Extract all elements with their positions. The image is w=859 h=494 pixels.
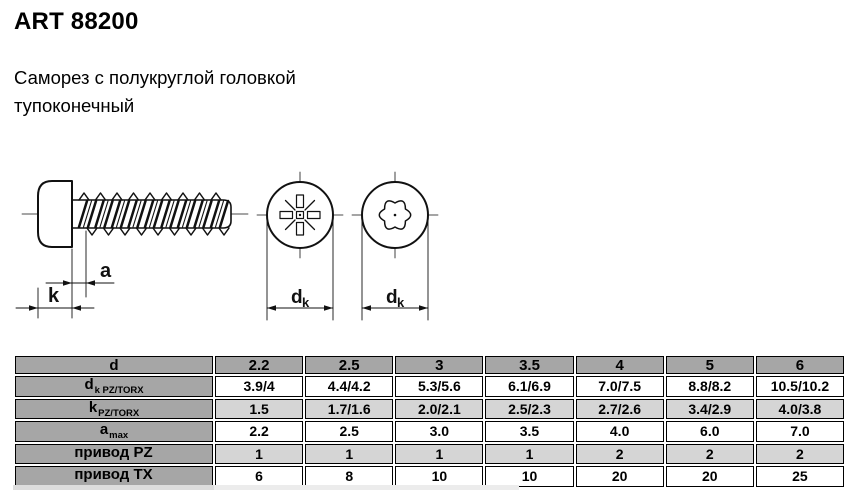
table-cell: 1 [485, 443, 574, 464]
table-cell: 10 [395, 466, 484, 487]
row-label: dk PZ/TORX [15, 376, 213, 397]
dimension-a [45, 230, 115, 319]
table-cell: 2.2 [215, 421, 304, 442]
table-row-amax: amax 2.2 2.5 3.0 3.5 4.0 6.0 7.0 [15, 421, 844, 442]
table-cell: 8.8/8.2 [665, 376, 754, 397]
table-cell: 1 [395, 443, 484, 464]
header-label-d: d [15, 356, 213, 374]
product-description-line2: тупоконечный [14, 95, 135, 116]
table-cell: 6.1/6.9 [485, 376, 574, 397]
pz-recess-icon [279, 194, 321, 236]
table-cell: 10.5/10.2 [755, 376, 844, 397]
header-cell: 4 [575, 356, 664, 374]
header-cell: 6 [755, 356, 844, 374]
dim-label-dk-sub: k [302, 295, 310, 310]
header-cell: 2.2 [215, 356, 304, 374]
table-cell: 2 [755, 443, 844, 464]
dim-label-dk-sub: k [397, 295, 405, 310]
table-cell: 2.7/2.6 [575, 398, 664, 419]
table-cell: 8 [305, 466, 394, 487]
header-cell: 2.5 [305, 356, 394, 374]
dim-label-k: k [48, 285, 60, 307]
table-cell: 2.5/2.3 [485, 398, 574, 419]
table-cell: 6 [215, 466, 304, 487]
row-label: привод PZ [15, 443, 213, 464]
screw-head-pz-view: d k [256, 171, 344, 321]
table-cell: 1 [215, 443, 304, 464]
spec-table: d 2.2 2.5 3 3.5 4 5 6 dk PZ/TORX 3.9/4 4… [13, 354, 846, 489]
table-cell: 20 [665, 466, 754, 487]
table-cell: 20 [575, 466, 664, 487]
table-cell: 25 [755, 466, 844, 487]
table-cell: 1 [305, 443, 394, 464]
table-cell: 4.0 [575, 421, 664, 442]
table-cell: 5.3/5.6 [395, 376, 484, 397]
row-label: kPZ/TORX [15, 398, 213, 419]
row-label: amax [15, 421, 213, 442]
table-cell: 7.0/7.5 [575, 376, 664, 397]
table-row-dk: dk PZ/TORX 3.9/4 4.4/4.2 5.3/5.6 6.1/6.9… [15, 376, 844, 397]
product-description-line1: Саморез с полукруглой головкой [14, 67, 296, 88]
header-cell: 5 [665, 356, 754, 374]
cutoff-row-label-cell [13, 485, 214, 490]
table-cell: 1.5 [215, 398, 304, 419]
dimension-dk-pz [266, 217, 334, 321]
torx-recess-icon [378, 200, 412, 230]
table-cell: 2 [575, 443, 664, 464]
dimension-dk-tx [361, 217, 429, 321]
row-label: привод TX [15, 466, 213, 487]
table-cell: 2.5 [305, 421, 394, 442]
table-cell: 4.0/3.8 [755, 398, 844, 419]
table-cell: 3.0 [395, 421, 484, 442]
table-row-k: kPZ/TORX 1.5 1.7/1.6 2.0/2.1 2.5/2.3 2.7… [15, 398, 844, 419]
table-row-drive-tx: привод TX 6 8 10 10 20 20 25 [15, 466, 844, 487]
table-row-drive-pz: привод PZ 1 1 1 1 2 2 2 [15, 443, 844, 464]
page-title: ART 88200 [14, 8, 139, 35]
product-description: Саморез с полукруглой головкой тупоконеч… [14, 64, 296, 120]
table-cell: 2 [665, 443, 754, 464]
header-cell: 3.5 [485, 356, 574, 374]
table-cell: 6.0 [665, 421, 754, 442]
screw-head-profile [37, 180, 73, 248]
table-cell: 2.0/2.1 [395, 398, 484, 419]
dim-label-dk-main: d [386, 287, 398, 308]
table-cell: 3.5 [485, 421, 574, 442]
table-cell: 3.9/4 [215, 376, 304, 397]
header-cell: 3 [395, 356, 484, 374]
table-cell: 1.7/1.6 [305, 398, 394, 419]
cutoff-row-artifact [13, 485, 519, 490]
dim-label-dk-main: d [291, 287, 303, 308]
table-cell: 4.4/4.2 [305, 376, 394, 397]
technical-drawing: a k [15, 171, 439, 321]
table-cell: 10 [485, 466, 574, 487]
table-header-row: d 2.2 2.5 3 3.5 4 5 6 [15, 356, 844, 374]
screw-head-tx-view: d k [351, 171, 439, 321]
dim-label-a: a [100, 260, 112, 282]
screw-side-view: a k [15, 180, 249, 319]
dimension-k [15, 287, 95, 319]
table-cell: 7.0 [755, 421, 844, 442]
table-cell: 3.4/2.9 [665, 398, 754, 419]
